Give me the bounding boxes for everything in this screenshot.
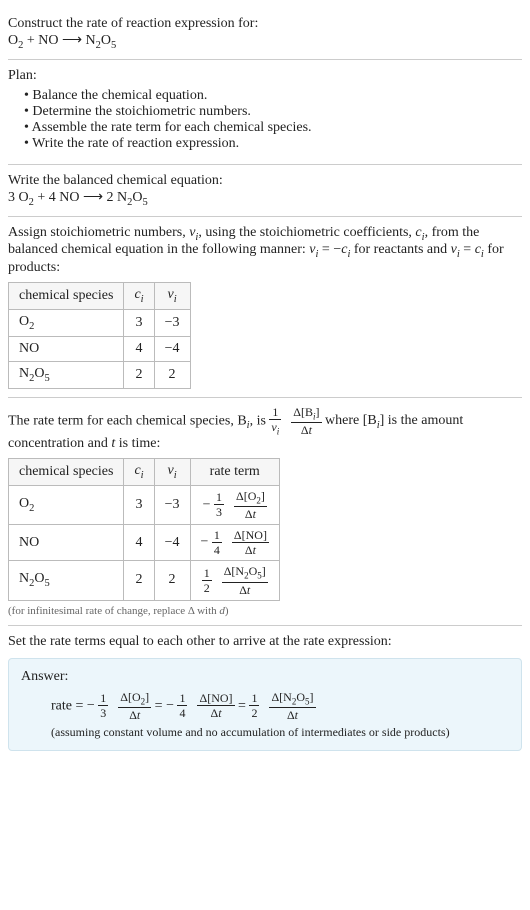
cell-ci: 4	[124, 525, 154, 561]
col-rate: rate term	[190, 458, 279, 485]
balanced-intro: Write the balanced chemical equation:	[8, 173, 522, 189]
table-header-row: chemical species ci νi	[9, 283, 191, 310]
col-species: chemical species	[9, 458, 124, 485]
answer-term: 12 Δ[N2O5]Δt	[249, 698, 315, 713]
eq-sep: =	[238, 698, 249, 713]
answer-term: − 14 Δ[NO]Δt	[166, 698, 238, 713]
col-species: chemical species	[9, 283, 124, 310]
eq-sep: =	[155, 698, 166, 713]
fraction: Δ[NO]Δt	[197, 692, 234, 719]
cell-ci: 2	[124, 561, 154, 600]
table-footnote: (for infinitesimal rate of change, repla…	[8, 605, 522, 617]
rate-term-pre: The rate term for each chemical species,…	[8, 413, 247, 428]
fraction: 14	[177, 692, 187, 719]
cell-rate: 12 Δ[N2O5]Δt	[190, 561, 279, 600]
fraction: 1 νi	[269, 406, 281, 436]
cell-species: N2O5	[9, 561, 124, 600]
rate-term-mid: , is	[250, 413, 270, 428]
fraction: 12	[249, 692, 259, 719]
neg-sign: −	[203, 497, 211, 512]
cell-ci: 2	[124, 361, 154, 388]
rate-term-paragraph: The rate term for each chemical species,…	[8, 406, 522, 452]
cell-rate: − 13 Δ[O2]Δt	[190, 485, 279, 524]
table-header-row: chemical species ci νi rate term	[9, 458, 280, 485]
plan-title: Plan:	[8, 68, 522, 84]
cell-ci: 3	[124, 485, 154, 524]
table-row: NO 4 −4 − 14 Δ[NO]Δt	[9, 525, 280, 561]
cell-vi: −3	[154, 485, 190, 524]
frac-den: Δt	[291, 423, 321, 436]
fraction: 12	[202, 567, 212, 594]
table-row: O2 3 −3	[9, 309, 191, 336]
fraction: Δ[NO]Δt	[232, 529, 269, 556]
fraction: 13	[98, 692, 108, 719]
final-intro: Set the rate terms equal to each other t…	[8, 634, 522, 650]
rate-term-section: The rate term for each chemical species,…	[8, 398, 522, 626]
table-row: N2O5 2 2	[9, 361, 191, 388]
plan-item: Assemble the rate term for each chemical…	[24, 120, 522, 136]
unbalanced-equation: O2 + NO ⟶ N2O5	[8, 32, 522, 51]
fraction: 13	[214, 491, 224, 518]
stoich-table: chemical species ci νi O2 3 −3 NO 4 −4 N…	[8, 282, 191, 388]
answer-label: Answer:	[21, 669, 509, 685]
fraction: Δ[O2]Δt	[234, 490, 267, 520]
final-section: Set the rate terms equal to each other t…	[8, 626, 522, 759]
balanced-equation: 3 O2 + 4 NO ⟶ 2 N2O5	[8, 189, 522, 208]
cell-vi: −4	[154, 336, 190, 361]
stoich-paragraph: Assign stoichiometric numbers, νi, using…	[8, 225, 522, 277]
cell-species: O2	[9, 309, 124, 336]
plan-item: Write the rate of reaction expression.	[24, 136, 522, 152]
plan-section: Plan: Balance the chemical equation. Det…	[8, 60, 522, 165]
neg-sign: −	[87, 698, 95, 713]
answer-term: − 13 Δ[O2]Δt	[87, 698, 155, 713]
neg-sign: −	[201, 535, 209, 550]
answer-note: (assuming constant volume and no accumul…	[51, 725, 509, 740]
cell-species: NO	[9, 336, 124, 361]
col-vi: νi	[154, 458, 190, 485]
prompt-section: Construct the rate of reaction expressio…	[8, 8, 522, 60]
cell-vi: 2	[154, 361, 190, 388]
balanced-section: Write the balanced chemical equation: 3 …	[8, 165, 522, 217]
cell-rate: − 14 Δ[NO]Δt	[190, 525, 279, 561]
table-row: O2 3 −3 − 13 Δ[O2]Δt	[9, 485, 280, 524]
answer-box: Answer: rate = − 13 Δ[O2]Δt = − 14 Δ[NO]…	[8, 658, 522, 751]
rate-table: chemical species ci νi rate term O2 3 −3…	[8, 458, 280, 601]
cell-species: NO	[9, 525, 124, 561]
col-ci: ci	[124, 458, 154, 485]
frac-den: νi	[269, 420, 281, 436]
col-ci: ci	[124, 283, 154, 310]
cell-ci: 3	[124, 309, 154, 336]
plan-list: Balance the chemical equation. Determine…	[8, 88, 522, 152]
fraction: Δ[O2]Δt	[118, 691, 151, 721]
frac-num: 1	[269, 406, 281, 420]
fraction: Δ[N2O5]Δt	[222, 565, 268, 595]
cell-vi: −3	[154, 309, 190, 336]
frac-num: Δ[Bi]	[291, 406, 321, 423]
cell-species: N2O5	[9, 361, 124, 388]
rate-label: rate =	[51, 698, 87, 713]
table-row: N2O5 2 2 12 Δ[N2O5]Δt	[9, 561, 280, 600]
plan-item: Determine the stoichiometric numbers.	[24, 104, 522, 120]
fraction: Δ[Bi] Δt	[291, 406, 321, 436]
fraction: 14	[212, 529, 222, 556]
stoich-section: Assign stoichiometric numbers, νi, using…	[8, 217, 522, 398]
fraction: Δ[N2O5]Δt	[269, 691, 315, 721]
table-row: NO 4 −4	[9, 336, 191, 361]
prompt-text: Construct the rate of reaction expressio…	[8, 16, 522, 32]
plan-item: Balance the chemical equation.	[24, 88, 522, 104]
cell-species: O2	[9, 485, 124, 524]
cell-ci: 4	[124, 336, 154, 361]
neg-sign: −	[166, 698, 174, 713]
cell-vi: 2	[154, 561, 190, 600]
answer-equation: rate = − 13 Δ[O2]Δt = − 14 Δ[NO]Δt = 12 …	[51, 691, 509, 721]
cell-vi: −4	[154, 525, 190, 561]
col-vi: νi	[154, 283, 190, 310]
